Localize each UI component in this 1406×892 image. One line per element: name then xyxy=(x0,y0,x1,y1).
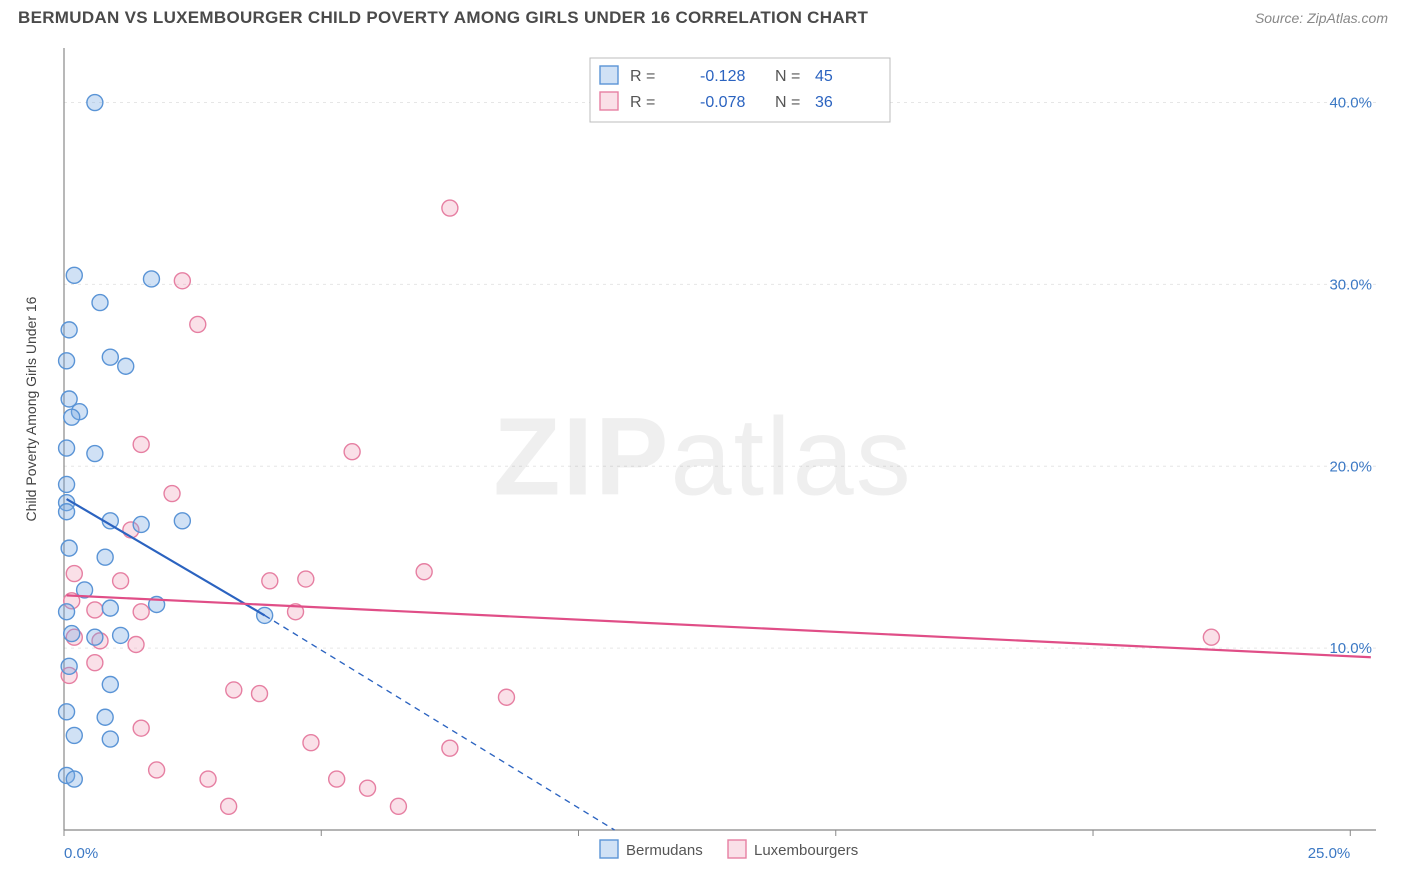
svg-text:Luxembourgers: Luxembourgers xyxy=(754,842,858,859)
svg-text:N =: N = xyxy=(775,68,800,85)
source-attribution: Source: ZipAtlas.com xyxy=(1255,10,1388,26)
chart-area: 0.0%25.0%10.0%20.0%30.0%40.0%Child Pover… xyxy=(18,40,1388,874)
svg-text:R =: R = xyxy=(630,68,655,85)
scatter-chart-svg: 0.0%25.0%10.0%20.0%30.0%40.0%Child Pover… xyxy=(18,40,1388,874)
svg-text:20.0%: 20.0% xyxy=(1329,458,1372,475)
svg-text:N =: N = xyxy=(775,94,800,111)
svg-text:45: 45 xyxy=(815,68,833,85)
chart-title: BERMUDAN VS LUXEMBOURGER CHILD POVERTY A… xyxy=(18,8,868,28)
svg-text:25.0%: 25.0% xyxy=(1308,845,1351,862)
svg-text:-0.078: -0.078 xyxy=(700,94,745,111)
svg-text:Bermudans: Bermudans xyxy=(626,842,703,859)
svg-text:0.0%: 0.0% xyxy=(64,845,98,862)
svg-text:30.0%: 30.0% xyxy=(1329,276,1372,293)
svg-text:Child Poverty Among Girls Unde: Child Poverty Among Girls Under 16 xyxy=(23,296,39,521)
svg-text:36: 36 xyxy=(815,94,833,111)
svg-text:40.0%: 40.0% xyxy=(1329,95,1372,112)
svg-text:R =: R = xyxy=(630,94,655,111)
svg-text:-0.128: -0.128 xyxy=(700,68,745,85)
